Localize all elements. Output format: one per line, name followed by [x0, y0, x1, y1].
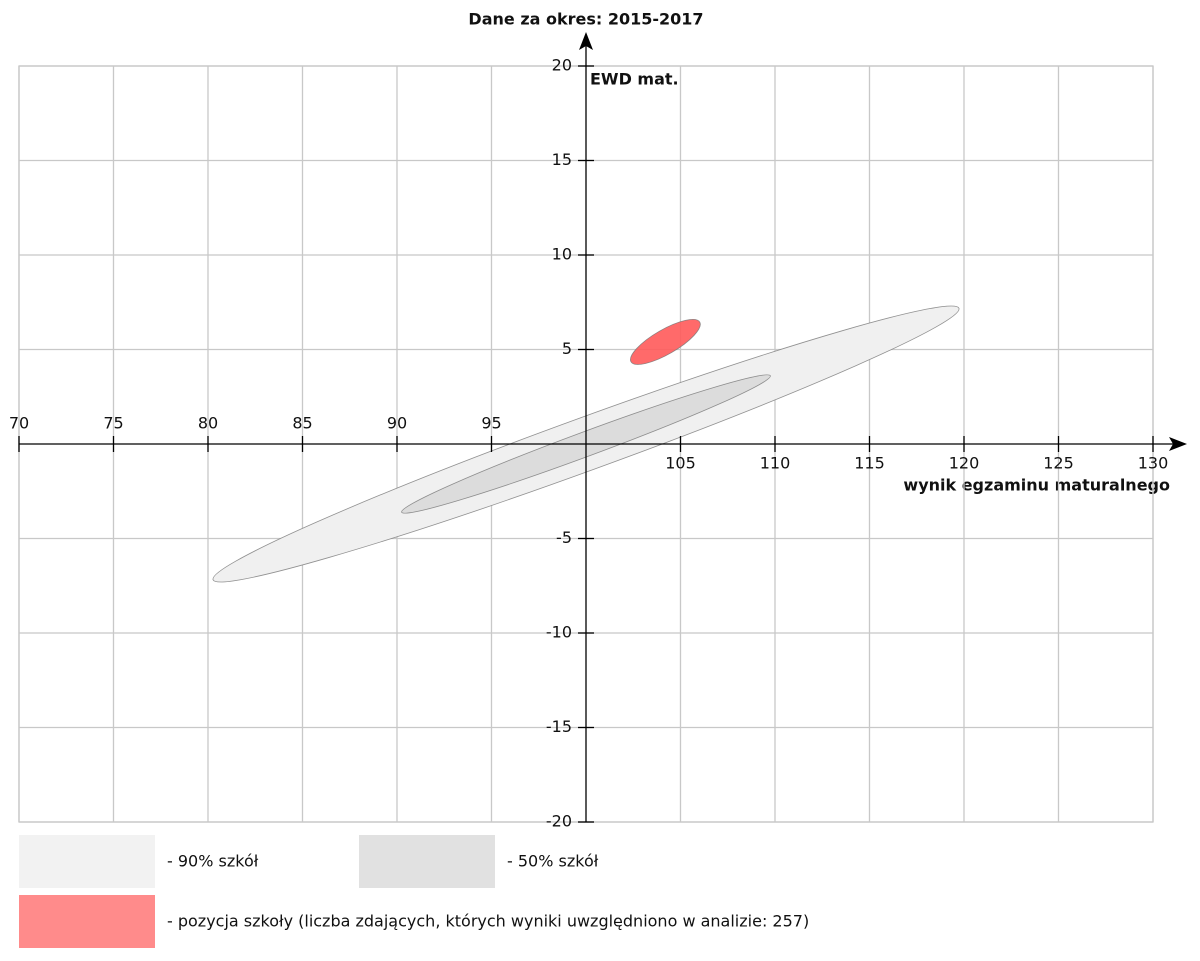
x-tick-label: 90: [387, 414, 407, 433]
legend-swatch: [359, 835, 495, 888]
legend-swatch: [19, 895, 155, 948]
x-tick-label: 120: [949, 454, 980, 473]
y-tick-label: 20: [552, 56, 572, 75]
y-axis-arrow: [579, 32, 593, 50]
y-tick-label: 10: [552, 245, 572, 264]
x-tick-label: 105: [665, 454, 696, 473]
y-axis-label: EWD mat.: [590, 70, 679, 89]
x-tick-label: 95: [481, 414, 501, 433]
x-axis-arrow: [1169, 437, 1187, 451]
legend-label: - 50% szkół: [507, 852, 599, 871]
x-tick-label: 85: [292, 414, 312, 433]
x-tick-label: 80: [198, 414, 218, 433]
legend-label: - pozycja szkoły (liczba zdających, któr…: [167, 912, 809, 931]
y-tick-label: -15: [546, 717, 572, 736]
legend-swatch: [19, 835, 155, 888]
y-tick-label: 5: [562, 339, 572, 358]
chart-title: Dane za okres: 2015-2017: [468, 10, 703, 29]
x-tick-label: 125: [1043, 454, 1074, 473]
x-axis-label: wynik egzaminu maturalnego: [903, 476, 1170, 495]
x-tick-label: 70: [9, 414, 29, 433]
x-tick-label: 115: [854, 454, 885, 473]
y-tick-label: -10: [546, 623, 572, 642]
y-tick-label: -5: [556, 528, 572, 547]
y-tick-label: -20: [546, 812, 572, 831]
legend-label: - 90% szkół: [167, 852, 259, 871]
x-tick-label: 130: [1138, 454, 1169, 473]
y-tick-label: 15: [552, 150, 572, 169]
x-tick-label: 110: [760, 454, 791, 473]
x-tick-label: 75: [103, 414, 123, 433]
ellipse-region: [630, 319, 701, 365]
